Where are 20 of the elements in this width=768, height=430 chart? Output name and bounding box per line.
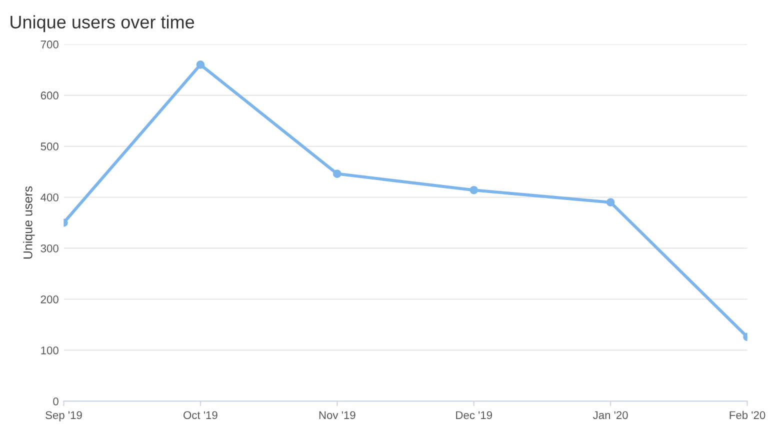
y-tick-label: 200: [40, 295, 58, 304]
point: [196, 60, 205, 69]
point: [332, 170, 342, 178]
x-tick-label: Jan '20: [592, 411, 628, 420]
x-tick-label: Dec '19: [456, 411, 492, 420]
y-tick-label: 500: [40, 142, 58, 150]
point: [606, 198, 615, 207]
x-tick-label: Oct '19: [184, 411, 218, 420]
x-tick-label: Feb '20: [730, 410, 766, 420]
x-tick-label: Nov '19: [319, 411, 356, 420]
x-tick-label: Sep '19: [46, 411, 82, 422]
y-tick-label: 0: [53, 397, 58, 406]
y-tick-label: 600: [40, 92, 58, 100]
y-axis-title: Unique users: [23, 186, 35, 259]
point: [470, 186, 478, 194]
y-tick-label: 400: [40, 194, 58, 202]
y-tick-label: 300: [40, 244, 58, 252]
y-tick-label: 100: [41, 346, 58, 354]
y-tick-label: 700: [40, 40, 58, 48]
chart-title: Unique users over time: [10, 15, 194, 32]
